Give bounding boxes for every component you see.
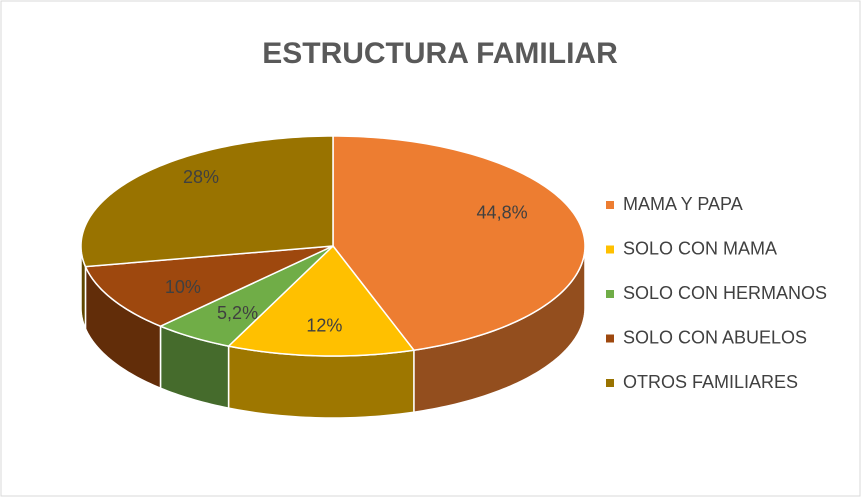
slice xyxy=(84,245,334,328)
chart-title: ESTRUCTURA FAMILIAR xyxy=(262,37,618,70)
legend-label: OTROS FAMILIARES xyxy=(623,372,798,392)
data-label: 44,8% xyxy=(477,203,528,223)
slice xyxy=(332,135,586,351)
legend-swatch xyxy=(606,379,614,387)
data-label: 10% xyxy=(165,277,201,297)
slice xyxy=(80,135,334,268)
legend-label: SOLO CON MAMA xyxy=(623,238,777,258)
legend-swatch xyxy=(606,201,614,209)
slice-side xyxy=(227,345,415,419)
data-label: 12% xyxy=(306,315,342,335)
data-label: 5,2% xyxy=(217,303,258,323)
legend-label: SOLO CON HERMANOS xyxy=(623,283,827,303)
legend-label: MAMA Y PAPA xyxy=(623,194,743,214)
legend-swatch xyxy=(606,245,614,254)
legend-label: SOLO CON ABUELOS xyxy=(623,327,807,347)
slice xyxy=(158,245,334,347)
slice xyxy=(227,244,416,357)
data-label: 28% xyxy=(183,167,219,187)
legend-swatch xyxy=(606,334,614,343)
legend-swatch xyxy=(606,290,614,298)
